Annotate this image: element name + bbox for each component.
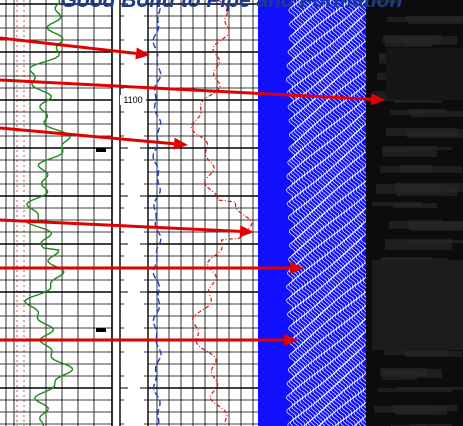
image-texture xyxy=(372,260,463,350)
image-texture xyxy=(406,16,463,20)
arrow-head xyxy=(239,225,254,238)
arrow-shaft xyxy=(0,78,372,101)
vdl-waveform-track xyxy=(258,0,371,426)
image-texture xyxy=(383,35,442,43)
arrow-head xyxy=(284,334,298,346)
vdl-waveform xyxy=(329,0,340,426)
cal-line xyxy=(152,0,162,426)
vdl-background xyxy=(258,0,366,426)
image-texture xyxy=(399,165,432,171)
depth-marker xyxy=(96,148,106,152)
image-texture xyxy=(390,110,422,115)
image-texture xyxy=(372,0,402,3)
vdl-waveform xyxy=(338,0,349,426)
image-texture xyxy=(382,146,437,157)
image-texture xyxy=(411,111,463,117)
caliper-curve xyxy=(152,0,162,426)
image-texture xyxy=(381,257,432,262)
amp-line xyxy=(190,0,253,426)
arrow-shaft xyxy=(0,218,241,233)
image-texture xyxy=(410,424,452,426)
vdl-waveform xyxy=(360,0,371,426)
depth-label: 1100 xyxy=(120,95,146,105)
amplitude-curve xyxy=(190,0,253,426)
arrow-head xyxy=(173,137,188,150)
image-texture xyxy=(393,405,457,411)
vdl-waveform xyxy=(312,0,323,426)
annotation-arrows xyxy=(0,36,385,346)
arrow-head xyxy=(135,47,150,60)
arrow-shaft xyxy=(0,36,137,55)
image-texture xyxy=(380,368,427,376)
gamma-ray-curve xyxy=(24,0,74,426)
image-texture xyxy=(385,239,452,250)
arrow-head xyxy=(370,93,385,106)
image-texture xyxy=(397,387,463,390)
vdl-waveform xyxy=(333,0,345,426)
vdl-waveform xyxy=(309,0,321,426)
image-texture xyxy=(408,220,442,227)
vdl-waveform xyxy=(288,0,299,426)
depth-marker xyxy=(96,328,106,332)
figure-title: Good Bond to Pipe and Formation xyxy=(60,0,403,12)
image-texture xyxy=(395,183,463,192)
vdl-waveform xyxy=(343,0,354,426)
arrow-head xyxy=(290,262,304,274)
vdl-waveform xyxy=(326,0,337,426)
image-texture xyxy=(384,350,447,355)
log-grid xyxy=(0,0,258,426)
gr-line xyxy=(24,0,74,426)
arrow-shaft xyxy=(0,126,175,146)
image-texture xyxy=(409,109,447,113)
cbl-image-track xyxy=(366,0,463,426)
vdl-waveform xyxy=(293,0,304,426)
image-texture xyxy=(386,128,457,136)
image-texture xyxy=(372,202,422,206)
image-texture xyxy=(386,48,463,100)
